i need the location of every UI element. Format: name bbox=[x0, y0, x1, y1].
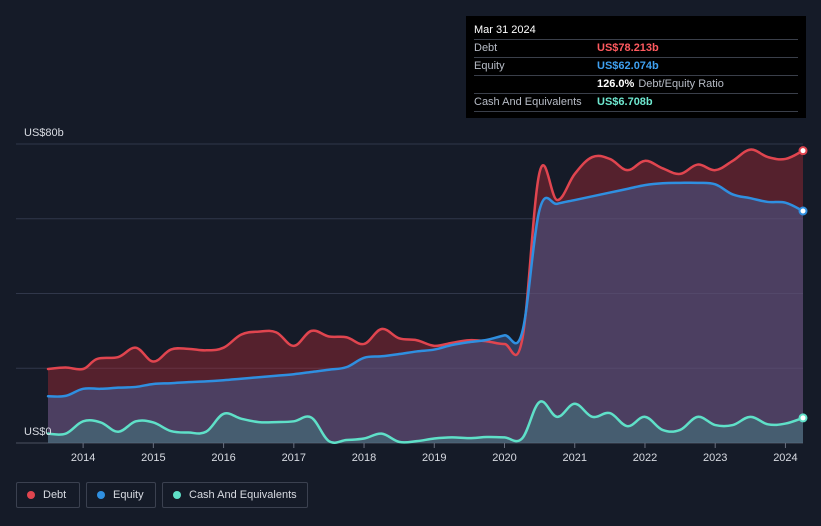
line-debt bbox=[46, 148, 805, 371]
x-tick-label-2017: 2017 bbox=[282, 452, 306, 464]
area-equity bbox=[48, 182, 803, 443]
tooltip-ratio-row: 126.0% Debt/Equity Ratio bbox=[474, 76, 798, 94]
legend-label-debt: Debt bbox=[43, 489, 67, 501]
x-tick-label-2019: 2019 bbox=[422, 452, 446, 464]
tooltip-ratio-value: 126.0% bbox=[597, 78, 635, 90]
tooltip-cash-row: Cash And Equivalents US$6.708b bbox=[474, 94, 798, 112]
cash-dot-icon bbox=[173, 491, 181, 499]
legend-item-equity[interactable]: Equity bbox=[86, 482, 156, 508]
endpoint-cash-and-equivalents bbox=[798, 413, 808, 423]
legend-label-equity: Equity bbox=[113, 489, 144, 501]
y-axis-top-label: US$80b bbox=[24, 127, 64, 139]
series-endpoints bbox=[798, 146, 808, 423]
x-tick-label-2018: 2018 bbox=[352, 452, 376, 464]
x-tick-label-2021: 2021 bbox=[563, 452, 587, 464]
tooltip-equity-label: Equity bbox=[474, 60, 505, 72]
tooltip-panel: Mar 31 2024 Debt US$78.213b Equity US$62… bbox=[466, 16, 806, 118]
x-tick-label-2020: 2020 bbox=[492, 452, 516, 464]
endpoint-equity bbox=[798, 206, 808, 216]
tooltip-date: Mar 31 2024 bbox=[474, 22, 798, 40]
series-areas bbox=[48, 149, 803, 443]
tooltip-equity-row: Equity US$62.074b bbox=[474, 58, 798, 76]
equity-dot-icon bbox=[97, 491, 105, 499]
tooltip-debt-label: Debt bbox=[474, 42, 498, 54]
tooltip-debt-row: Debt US$78.213b bbox=[474, 40, 798, 58]
tooltip-cash-value: US$6.708b bbox=[597, 96, 653, 108]
area-cash-and-equivalents bbox=[48, 401, 803, 443]
x-tick-label-2023: 2023 bbox=[703, 452, 727, 464]
x-tick-label-2015: 2015 bbox=[141, 452, 165, 464]
series-lines bbox=[46, 148, 805, 444]
line-cash-and-equivalents bbox=[46, 400, 805, 444]
legend: Debt Equity Cash And Equivalents bbox=[16, 482, 308, 508]
tooltip-cash-label: Cash And Equivalents bbox=[474, 96, 582, 108]
y-axis-bottom-label: US$0 bbox=[24, 426, 52, 438]
x-tick-label-2014: 2014 bbox=[71, 452, 95, 464]
line-equity bbox=[46, 181, 805, 398]
x-tick-label-2022: 2022 bbox=[633, 452, 657, 464]
legend-item-cash[interactable]: Cash And Equivalents bbox=[162, 482, 308, 508]
debt-dot-icon bbox=[27, 491, 35, 499]
legend-item-debt[interactable]: Debt bbox=[16, 482, 80, 508]
tooltip-equity-value: US$62.074b bbox=[597, 60, 659, 72]
x-axis-ticks: 2014 2015 2016 2017 2018 2019 2020 2021 2022 2023… bbox=[71, 443, 798, 464]
x-tick-label-2016: 2016 bbox=[211, 452, 235, 464]
tooltip-debt-value: US$78.213b bbox=[597, 42, 659, 54]
tooltip-ratio-label: Debt/Equity Ratio bbox=[638, 78, 724, 90]
endpoint-debt bbox=[798, 146, 808, 156]
legend-label-cash: Cash And Equivalents bbox=[189, 489, 297, 501]
x-tick-label-2024: 2024 bbox=[773, 452, 797, 464]
